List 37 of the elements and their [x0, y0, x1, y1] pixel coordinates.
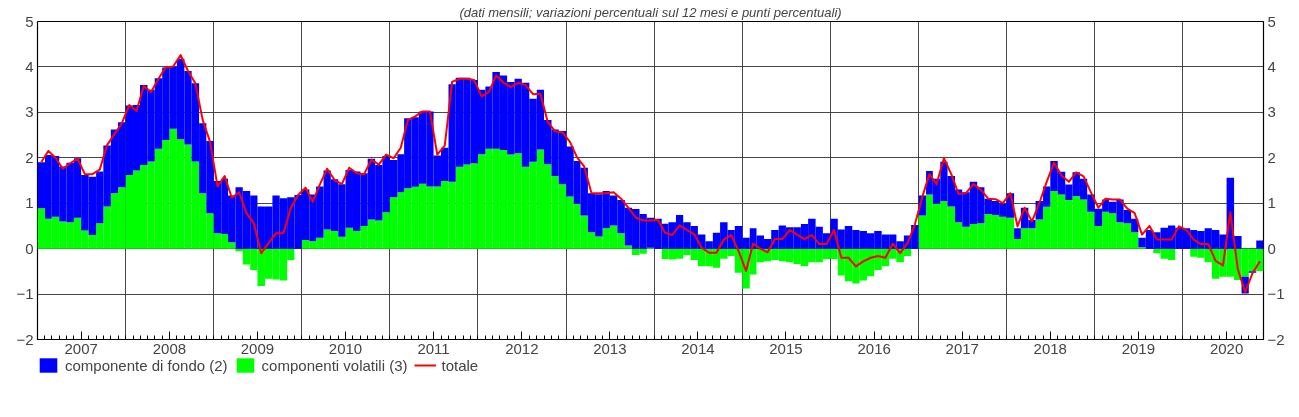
- y2-tick-label: 4: [1267, 57, 1276, 75]
- x-tick-label: 2007: [64, 339, 98, 357]
- y-tick-label: −1: [16, 285, 34, 303]
- y2-tick-label: 3: [1267, 103, 1276, 121]
- x-tick-label: 2011: [417, 339, 450, 357]
- x-tick-label: 2013: [593, 339, 627, 357]
- y-tick-label: 4: [25, 57, 34, 75]
- y2-tick-label: −1: [1267, 285, 1285, 303]
- x-tick-label: 2012: [505, 339, 539, 357]
- y2-tick-label: 5: [1267, 12, 1276, 30]
- line-series: [40, 54, 1261, 294]
- y-tick-label: 0: [25, 239, 34, 257]
- y2-tick-label: −2: [1267, 330, 1285, 348]
- y2-tick-label: 0: [1267, 239, 1276, 257]
- x-tick-label: 2014: [681, 339, 715, 357]
- legend-label: totale: [441, 356, 479, 374]
- legend-label: componenti volatili (3): [261, 356, 408, 374]
- x-tick-label: 2015: [769, 339, 803, 357]
- x-tick-label: 2016: [857, 339, 891, 357]
- x-tick-label: 2018: [1033, 339, 1067, 357]
- x-tick-label: 2009: [240, 339, 275, 357]
- y-tick-label: 1: [25, 194, 34, 212]
- bar: [1256, 240, 1264, 249]
- legend-label: componente di fondo (2): [65, 356, 228, 374]
- x-tick-label: 2019: [1121, 339, 1156, 357]
- y-tick-label: 2: [25, 148, 34, 166]
- chart-subtitle: (dati mensili; variazioni percentuali sul 12 mesi e punti percentuali): [459, 4, 842, 20]
- y-tick-label: 5: [25, 12, 34, 30]
- x-tick-label: 2017: [945, 339, 979, 357]
- y-tick-label: −2: [16, 330, 34, 348]
- y2-tick-label: 1: [1267, 194, 1276, 212]
- bar: [1014, 228, 1021, 240]
- x-tick-label: 2008: [152, 339, 187, 357]
- y2-tick-label: 2: [1267, 148, 1276, 166]
- x-tick-label: 2010: [328, 339, 363, 357]
- x-tick-label: 2020: [1209, 339, 1244, 357]
- y-tick-label: 3: [25, 103, 34, 121]
